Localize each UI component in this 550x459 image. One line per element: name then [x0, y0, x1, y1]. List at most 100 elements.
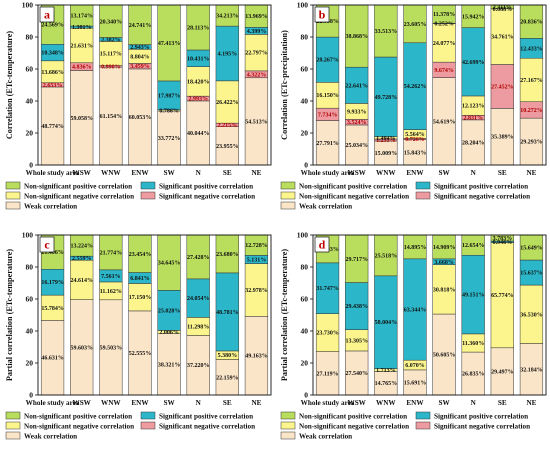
- data-label-weak-d-5: 26.835%: [462, 372, 485, 378]
- data-label-sig_neg-a-6: 2.215%: [218, 123, 238, 129]
- data-label-sig_pos-b-1: 22.641%: [345, 83, 368, 89]
- data-label-weak-b-7: 29.293%: [520, 140, 543, 146]
- data-label-nonsig_neg-d-4: 30.818%: [433, 287, 456, 293]
- data-label-nonsig_pos-b-4: 11.378%: [433, 12, 455, 18]
- data-label-weak-b-4: 54.619%: [433, 119, 456, 125]
- y-tick-label-b-80: 80: [301, 33, 309, 42]
- y-tick-label-a-100: 100: [22, 1, 34, 10]
- x-tick-label-c-6: SE: [223, 399, 232, 407]
- data-label-nonsig_neg-c-4: 2.006%: [159, 330, 179, 336]
- data-label-nonsig_neg-d-2: 1.713%: [376, 368, 396, 374]
- y-tick-label-a-20: 20: [26, 129, 34, 138]
- data-label-weak-b-2: 15.009%: [375, 151, 398, 157]
- x-tick-label-b-6: SE: [498, 169, 507, 177]
- data-label-sig_pos-a-6: 4.195%: [218, 51, 238, 57]
- x-tick-label-d-7: NE: [526, 399, 536, 407]
- x-tick-label-a-6: SE: [223, 169, 232, 177]
- data-label-nonsig_neg-c-3: 17.150%: [129, 295, 152, 301]
- legend-label-nonsig_neg-c: Non-significant negative correlation: [24, 423, 134, 431]
- data-label-weak-d-6: 29.497%: [491, 369, 514, 375]
- data-label-nonsig_pos-b-7: 20.836%: [520, 20, 543, 26]
- y-axis-label-d: Partial correlation (ETc-temperature): [280, 249, 289, 381]
- data-label-sig_pos-d-4: 3.668%: [434, 260, 454, 266]
- data-label-sig_pos-d-7: 15.637%: [520, 271, 543, 277]
- data-label-sig_pos-b-5: 42.699%: [462, 60, 485, 66]
- legend-label-sig_neg-d: Significant negative correlation: [434, 423, 530, 431]
- legend-label-sig_pos-a: Significant positive correlation: [159, 183, 253, 191]
- y-tick-label-b-0: 0: [304, 161, 308, 170]
- data-label-weak-a-7: 54.513%: [245, 119, 268, 125]
- data-label-weak-a-0: 48.774%: [41, 124, 64, 130]
- legend-swatch-sig_pos-d: [415, 411, 431, 420]
- data-label-nonsig_neg-c-7: 32.978%: [245, 288, 268, 294]
- legend-swatch-nonsig_neg-d: [280, 421, 296, 430]
- data-label-sig_pos-a-0: 10.348%: [41, 51, 64, 57]
- legend-swatch-sig_neg-b: [415, 191, 431, 200]
- data-label-weak-b-1: 25.034%: [345, 143, 368, 149]
- chart-panel-a: 48.774% 2.653% 13.686% 10.348% 24.569% Whole …: [5, 1, 272, 211]
- data-label-nonsig_pos-d-3: 14.895%: [404, 245, 427, 251]
- data-label-weak-a-4: 33.772%: [158, 136, 181, 142]
- data-label-sig_pos-b-7: 12.433%: [520, 46, 543, 52]
- plot-frame-a: [37, 4, 272, 166]
- x-tick-label-a-1: WSW: [73, 169, 92, 177]
- x-tick-label-b-0: Whole study area: [301, 169, 355, 177]
- legend-swatch-nonsig_pos-a: [5, 181, 21, 190]
- legend-label-weak-d: Weak correlation: [299, 433, 352, 441]
- data-label-sig_neg-b-6: 27.452%: [491, 84, 514, 90]
- data-label-nonsig_neg-a-4: 0.786%: [159, 108, 179, 114]
- data-label-nonsig_neg-a-6: 26.422%: [216, 100, 239, 106]
- legend-label-sig_pos-c: Significant positive correlation: [159, 413, 253, 421]
- data-label-weak-b-3: 15.843%: [404, 150, 427, 156]
- panel-tag-a: a: [39, 6, 55, 23]
- y-tick-label-c-20: 20: [26, 359, 34, 368]
- data-label-weak-c-3: 52.555%: [129, 351, 152, 357]
- legend-label-nonsig_pos-b: Non-significant positive correlation: [299, 183, 407, 191]
- data-label-nonsig_neg-b-4: 24.077%: [433, 41, 456, 47]
- x-tick-label-a-0: Whole study area: [26, 169, 80, 177]
- y-tick-label-d-40: 40: [301, 327, 309, 336]
- y-tick-label-b-20: 20: [301, 129, 309, 138]
- legend-swatch-sig_neg-c: [140, 421, 156, 430]
- legend-label-sig_neg-a: Significant negative correlation: [159, 193, 255, 201]
- data-label-sig_pos-d-1: 29.438%: [345, 304, 368, 310]
- data-label-nonsig_pos-c-1: 13.224%: [70, 244, 93, 250]
- y-tick-label-c-0: 0: [29, 391, 33, 400]
- legend-label-nonsig_pos-a: Non-significant positive correlation: [24, 183, 132, 191]
- data-label-sig_pos-a-1: 1.301%: [72, 25, 92, 31]
- data-label-nonsig_neg-a-1: 21.631%: [70, 43, 93, 49]
- data-label-sig_pos-c-5: 24.054%: [187, 296, 210, 302]
- data-label-nonsig_pos-d-5: 12.654%: [462, 243, 485, 249]
- y-tick-label-d-0: 0: [304, 391, 308, 400]
- y-tick-label-d-100: 100: [297, 231, 309, 240]
- data-label-nonsig_neg-a-3: 8.804%: [130, 54, 150, 60]
- y-tick-label-b-60: 60: [301, 65, 309, 74]
- x-tick-label-c-7: NE: [251, 399, 261, 407]
- x-tick-label-d-2: WNW: [376, 399, 396, 407]
- panel-tag-b: b: [314, 6, 330, 23]
- data-label-weak-c-1: 59.603%: [70, 345, 93, 351]
- legend-label-sig_neg-c: Significant negative correlation: [159, 423, 255, 431]
- legend-swatch-sig_neg-a: [140, 191, 156, 200]
- data-label-nonsig_pos-a-3: 24.741%: [129, 23, 152, 29]
- x-tick-label-a-5: N: [196, 169, 202, 177]
- data-label-weak-a-1: 59.058%: [70, 116, 93, 122]
- data-label-sig_neg-a-7: 4.322%: [247, 72, 267, 78]
- data-label-sig_neg-a-1: 4.836%: [72, 65, 92, 71]
- y-tick-label-c-80: 80: [26, 263, 34, 272]
- y-tick-label-d-80: 80: [301, 263, 309, 272]
- data-label-weak-d-4: 50.605%: [433, 353, 456, 359]
- data-label-sig_pos-c-3: 6.841%: [130, 276, 150, 282]
- data-label-weak-a-6: 23.955%: [216, 144, 239, 150]
- legend-label-sig_neg-b: Significant negative correlation: [434, 193, 530, 201]
- data-label-nonsig_neg-c-2: 11.162%: [100, 289, 122, 295]
- data-label-weak-d-7: 32.184%: [520, 367, 543, 373]
- data-label-nonsig_neg-c-0: 15.784%: [41, 306, 64, 312]
- data-label-sig_pos-c-1: 2.559%: [72, 256, 92, 262]
- data-label-nonsig_neg-c-6: 5.380%: [218, 353, 238, 359]
- data-label-nonsig_pos-b-6: 2.311%: [493, 5, 512, 11]
- x-tick-label-b-2: WNW: [376, 169, 396, 177]
- y-tick-label-c-100: 100: [22, 231, 34, 240]
- data-label-sig_pos-a-7: 4.399%: [247, 29, 267, 35]
- legend-swatch-weak-d: [280, 431, 296, 440]
